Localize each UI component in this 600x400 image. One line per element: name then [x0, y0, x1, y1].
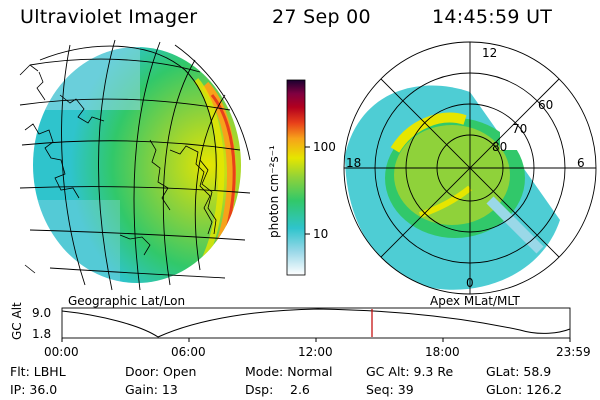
mlat-label-60: 60 — [538, 98, 554, 112]
altitude-curve — [61, 308, 571, 338]
colorbar-scale — [286, 79, 306, 276]
time-tick-1200: 12:00 — [298, 345, 333, 359]
altitude-frame — [61, 307, 571, 339]
ip-info: IP: 36.0 — [10, 382, 58, 397]
dsp-value: 2.6 — [290, 382, 310, 397]
gain-info: Gain: 13 — [125, 382, 178, 397]
altitude-tick-9: 9.0 — [32, 306, 52, 320]
mlat-label-80: 80 — [492, 140, 508, 154]
mlt-label-18: 18 — [346, 156, 362, 170]
mode-info: Mode: Normal — [245, 364, 333, 379]
time-tick-0600: 06:00 — [171, 345, 206, 359]
image-title: Ultraviolet Imager — [20, 6, 198, 28]
mlt-label-0: 0 — [466, 276, 474, 290]
mlt-label-6: 6 — [577, 156, 585, 170]
dsp-label: Dsp: — [245, 382, 274, 397]
glat-info: GLat: 58.9 — [486, 364, 552, 379]
graticule — [19, 39, 251, 291]
uv-emission-disk — [33, 47, 241, 283]
mlt-label-12: 12 — [482, 46, 498, 60]
door-info: Door: Open — [125, 364, 197, 379]
colorbar-tick-label-10: 10 — [313, 227, 329, 241]
time-tick-0000: 00:00 — [44, 345, 79, 359]
seq-info: Seq: 39 — [366, 382, 414, 397]
polar-grid — [343, 41, 597, 295]
time-tick-2359: 23:59 — [556, 345, 591, 359]
altitude-axis-label: GC Alt — [10, 302, 24, 340]
filter-info: Flt: LBHL — [10, 364, 66, 379]
glon-info: GLon: 126.2 — [486, 382, 562, 397]
image-date: 27 Sep 00 — [272, 6, 371, 28]
colorbar-tick-label-100: 100 — [313, 140, 336, 154]
altitude-tick-1-8: 1.8 — [32, 327, 52, 341]
polar-label: Apex MLat/MLT — [430, 294, 520, 308]
geographic-label: Geographic Lat/Lon — [68, 294, 186, 308]
gc-alt-info: GC Alt: 9.3 Re — [366, 364, 454, 379]
time-tick-1800: 18:00 — [425, 345, 460, 359]
mlat-label-70: 70 — [512, 122, 528, 136]
coastlines — [19, 64, 217, 274]
image-time: 14:45:59 UT — [432, 6, 553, 28]
